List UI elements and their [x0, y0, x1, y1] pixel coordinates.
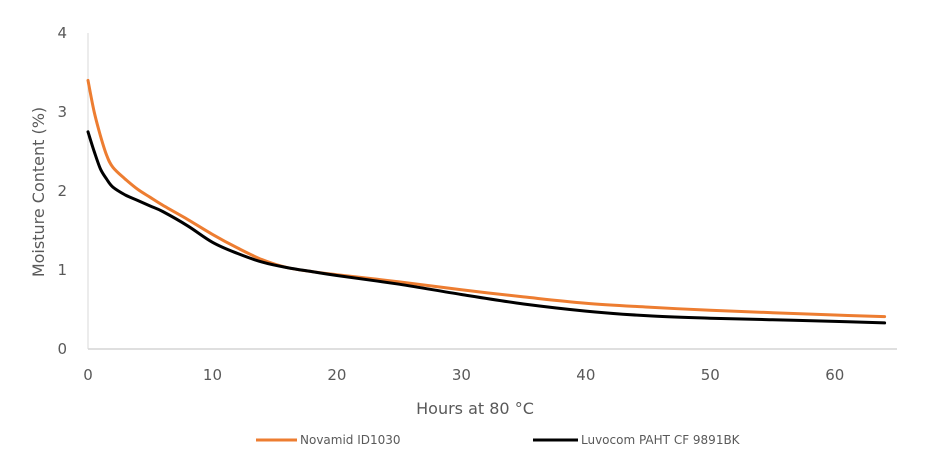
- legend: Novamid ID1030 Luvocom PAHT CF 9891BK: [256, 433, 741, 447]
- y-tick-label: 2: [57, 182, 67, 200]
- x-tick-label: 50: [701, 366, 720, 384]
- x-tick-label: 0: [83, 366, 93, 384]
- series-line-novamid: [86, 78, 887, 319]
- tick-layer: 0 10 20 30 40 50 60 0 1 2 3 4: [57, 24, 844, 384]
- legend-item-novamid: Novamid ID1030: [256, 433, 401, 447]
- legend-item-luvocom: Luvocom PAHT CF 9891BK: [533, 433, 741, 447]
- y-tick-label: 0: [57, 340, 67, 358]
- series-line-luvocom: [86, 130, 887, 325]
- series-layer: [86, 78, 887, 325]
- axes-layer: [87, 33, 897, 350]
- legend-label-novamid: Novamid ID1030: [300, 433, 401, 447]
- x-axis-title: Hours at 80 °C: [416, 399, 534, 418]
- x-tick-label: 40: [576, 366, 595, 384]
- y-tick-label: 3: [57, 103, 67, 121]
- y-axis-title: Moisture Content (%): [29, 107, 48, 277]
- x-tick-label: 30: [452, 366, 471, 384]
- y-tick-label: 1: [57, 261, 67, 279]
- x-tick-label: 20: [327, 366, 346, 384]
- legend-label-luvocom: Luvocom PAHT CF 9891BK: [581, 433, 741, 447]
- x-tick-label: 60: [825, 366, 844, 384]
- x-tick-label: 10: [203, 366, 222, 384]
- y-tick-label: 4: [57, 24, 67, 42]
